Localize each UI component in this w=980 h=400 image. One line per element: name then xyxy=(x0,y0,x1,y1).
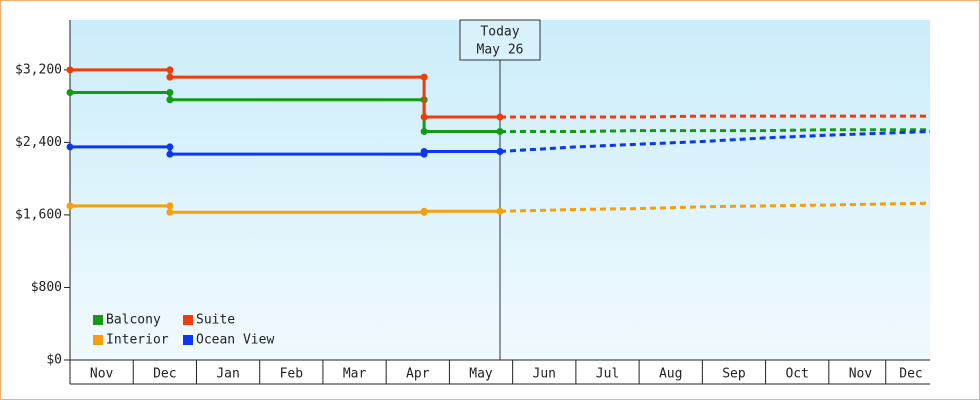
forecast-line xyxy=(500,114,930,119)
today-box xyxy=(459,19,541,61)
x-tick-label: Jul xyxy=(596,367,619,382)
legend-label: Interior xyxy=(106,333,169,348)
point xyxy=(420,128,428,136)
x-tick-label: Nov xyxy=(849,367,873,382)
point xyxy=(496,147,504,155)
y-tick-label: $3,200 xyxy=(15,62,62,77)
legend-label: Suite xyxy=(196,313,235,328)
point xyxy=(166,66,174,74)
x-tick-label: Jun xyxy=(533,367,556,382)
x-tick-label: Apr xyxy=(406,367,430,382)
point xyxy=(496,128,504,136)
forecast-line xyxy=(499,201,931,213)
legend-swatch xyxy=(93,335,103,345)
series-line xyxy=(70,145,500,156)
series-line xyxy=(70,91,500,134)
legend-swatch xyxy=(183,315,193,325)
legend-swatch xyxy=(93,315,103,325)
point xyxy=(166,208,174,216)
forecast-line xyxy=(500,128,930,134)
point xyxy=(496,113,504,121)
point xyxy=(420,73,428,81)
point xyxy=(66,66,74,74)
y-tick-label: $1,600 xyxy=(15,207,62,222)
point xyxy=(66,143,74,151)
point xyxy=(166,150,174,158)
point xyxy=(166,202,174,210)
legend-label: Balcony xyxy=(106,313,161,328)
x-tick-label: Aug xyxy=(659,367,682,382)
legend-swatch xyxy=(183,335,193,345)
point xyxy=(66,202,74,210)
x-tick-label: Dec xyxy=(899,367,922,382)
y-tick-label: $2,400 xyxy=(15,135,62,150)
x-tick-label: Sep xyxy=(722,367,746,382)
point xyxy=(166,96,174,104)
today-label: Today xyxy=(480,25,519,40)
y-tick-label: $0 xyxy=(46,353,62,368)
point xyxy=(496,207,504,215)
x-tick-label: Oct xyxy=(785,367,808,382)
forecast-line xyxy=(499,130,931,153)
point xyxy=(420,147,428,155)
point xyxy=(166,73,174,81)
x-tick-label: Feb xyxy=(280,367,304,382)
point xyxy=(420,113,428,121)
x-tick-label: May xyxy=(469,367,493,382)
x-tick-label: Dec xyxy=(153,367,176,382)
x-tick-label: Mar xyxy=(343,367,367,382)
x-tick-label: Nov xyxy=(90,367,114,382)
series-line xyxy=(70,204,500,214)
point xyxy=(66,89,74,97)
today-label: May 26 xyxy=(477,43,524,58)
legend-label: Ocean View xyxy=(196,333,274,348)
point xyxy=(166,89,174,97)
series-line xyxy=(70,68,500,119)
y-tick-label: $800 xyxy=(31,280,62,295)
x-tick-label: Jan xyxy=(216,367,239,382)
point xyxy=(420,207,428,215)
point xyxy=(166,143,174,151)
